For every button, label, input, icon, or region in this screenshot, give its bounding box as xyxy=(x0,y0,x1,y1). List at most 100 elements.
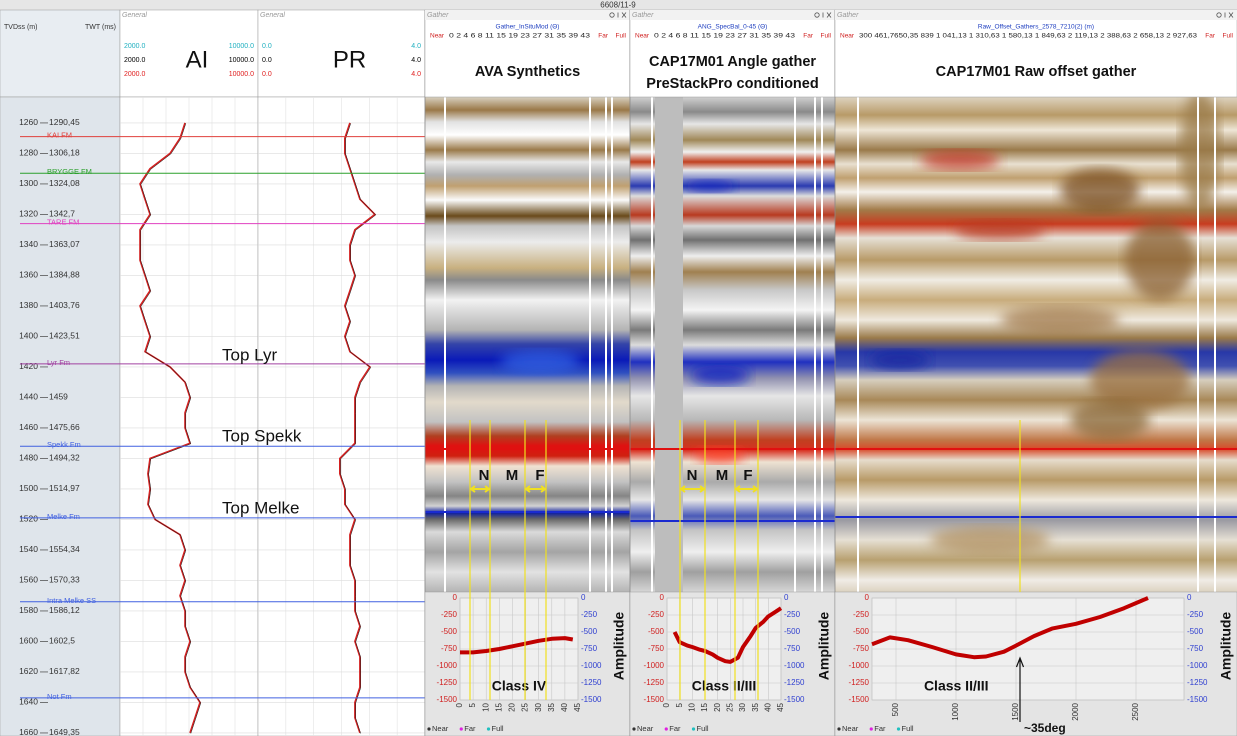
depth-header-label: TVDss (m) xyxy=(4,24,37,31)
twt-label: 1617,82 xyxy=(49,666,80,676)
depth-label: 1540 xyxy=(19,544,38,554)
y-tick-label: -750 xyxy=(853,644,870,653)
depth-label: 1300 xyxy=(19,178,38,188)
legend-label: Far xyxy=(874,724,886,733)
y-tick-label: -500 xyxy=(648,627,665,636)
full-label: Full xyxy=(616,33,627,40)
x-tick-label: 15 xyxy=(494,702,503,711)
seismic-texture xyxy=(695,447,745,463)
y-tick-label: 0 xyxy=(660,593,665,602)
legend-dot xyxy=(896,727,901,731)
angle-marker: F xyxy=(743,467,752,484)
seismic-texture xyxy=(920,150,1000,170)
seismic-texture xyxy=(1070,400,1150,440)
y-tick-label: -1500 xyxy=(644,695,665,704)
gather-header-label: Gather xyxy=(632,12,654,19)
depth-label: 1400 xyxy=(19,331,38,341)
x-tick-label: 35 xyxy=(751,702,760,711)
twt-label: 1290,45 xyxy=(49,117,80,127)
twt-label: 1649,35 xyxy=(49,727,80,736)
y-tick-label: -1500 xyxy=(437,695,458,704)
gather-gap xyxy=(655,97,683,592)
x-tick-label: 40 xyxy=(763,702,772,711)
offset-labels: 0 2 4 6 8 11 15 19 23 27 31 35 39 43 xyxy=(654,33,796,40)
x-tick-label: 15 xyxy=(700,702,709,711)
gather-header-bar xyxy=(835,10,1237,20)
x-tick-label: 0 xyxy=(662,702,671,707)
angle-marker: M xyxy=(716,467,729,484)
y2-tick-label: -1500 xyxy=(1187,695,1208,704)
twt-label: 1384,88 xyxy=(49,270,80,280)
y-tick-label: -1000 xyxy=(849,661,870,670)
far-label: Far xyxy=(803,33,814,40)
formation-top-label: Not Fm xyxy=(47,692,72,701)
y2-tick-label: -1250 xyxy=(1187,678,1208,687)
x-tick-label: 0 xyxy=(455,702,464,707)
header-icon xyxy=(621,12,627,18)
gather-header-bar xyxy=(425,10,630,20)
legend-label: Full xyxy=(697,724,709,733)
horizon-label: Top Melke xyxy=(222,498,299,517)
class-annotation: Class IV xyxy=(492,678,547,694)
depth-label: 1280 xyxy=(19,148,38,158)
depth-label: 1620 xyxy=(19,666,38,676)
legend-label: Near xyxy=(842,724,859,733)
y2-tick-label: -1000 xyxy=(1187,661,1208,670)
well-title: 6608/11-9 xyxy=(600,1,636,10)
x-tick-label: 35 xyxy=(547,702,556,711)
track-header xyxy=(119,9,259,98)
class-annotation: Class II/III xyxy=(692,678,757,694)
twt-header-label: TWT (ms) xyxy=(85,24,116,31)
y-axis-label: Amplitude xyxy=(1218,612,1234,681)
twt-label: 1306,18 xyxy=(49,148,80,158)
y-tick-label: -250 xyxy=(853,610,870,619)
formation-top-label: BRYGGE FM xyxy=(47,167,92,176)
y2-tick-label: -1500 xyxy=(784,695,805,704)
gather-header-label: Gather xyxy=(837,12,859,19)
gather-title: CAP17M01 Raw offset gather xyxy=(936,64,1137,80)
legend-label: Near xyxy=(637,724,654,733)
y-tick-label: -1500 xyxy=(849,695,870,704)
horizon-label: Top Spekk xyxy=(222,427,302,446)
log-curve xyxy=(139,122,201,734)
scale-min: 2000.0 xyxy=(124,71,146,78)
x-tick-label: 2500 xyxy=(1131,702,1140,720)
x-tick-label: 1000 xyxy=(951,702,960,720)
seismic-texture xyxy=(685,180,735,192)
angle-marker: F xyxy=(535,467,544,484)
seismic-texture xyxy=(930,526,1050,554)
depth-label: 1320 xyxy=(19,209,38,219)
full-label: Full xyxy=(1223,33,1234,40)
track-header-label: General xyxy=(122,12,147,19)
twt-label: 1586,12 xyxy=(49,605,80,615)
scale-min: 2000.0 xyxy=(124,43,146,50)
seismic-image xyxy=(835,97,1237,592)
gather-title: AVA Synthetics xyxy=(475,64,580,80)
scale-min: 2000.0 xyxy=(124,57,146,64)
legend-dot xyxy=(664,727,668,731)
header-icon xyxy=(826,12,832,18)
twt-label: 1570,33 xyxy=(49,575,80,585)
scale-min: 0.0 xyxy=(262,57,272,64)
depth-label: 1340 xyxy=(19,239,38,249)
offset-labels: 0 2 4 6 8 11 15 19 23 27 31 35 39 43 xyxy=(449,33,591,40)
depth-label: 1480 xyxy=(19,453,38,463)
seismic-texture xyxy=(500,350,580,374)
x-tick-label: 500 xyxy=(891,702,900,716)
depth-label: 1640 xyxy=(19,697,38,707)
y2-tick-label: -1500 xyxy=(581,695,602,704)
far-label: Far xyxy=(1205,33,1216,40)
depth-label: 1600 xyxy=(19,636,38,646)
y2-tick-label: -250 xyxy=(784,610,801,619)
y-tick-label: -750 xyxy=(441,644,458,653)
y-tick-label: -1000 xyxy=(437,661,458,670)
seismic-texture xyxy=(955,220,1045,240)
header-icon xyxy=(1216,12,1222,18)
y2-tick-label: -1000 xyxy=(784,661,805,670)
legend-dot xyxy=(837,727,841,731)
y-tick-label: -250 xyxy=(441,610,458,619)
seismic-texture xyxy=(870,350,930,370)
horizon-label: Top Lyr xyxy=(222,346,277,365)
near-label: Near xyxy=(430,33,445,40)
scale-max: 4.0 xyxy=(411,57,421,64)
